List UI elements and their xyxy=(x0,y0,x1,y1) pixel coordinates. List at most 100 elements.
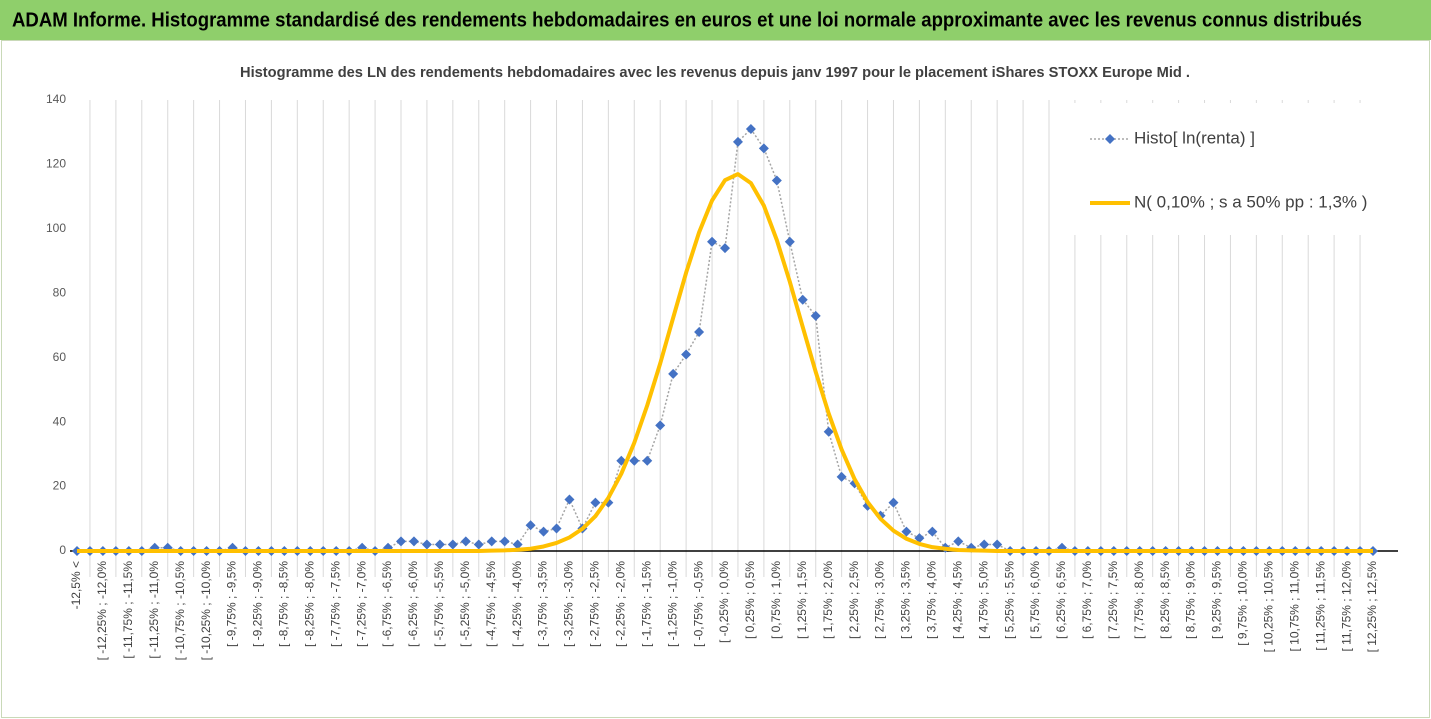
x-tick-label: [ -5,25% ; -5,0% xyxy=(458,561,472,647)
chart-title: ADAM Informe. Histogramme standardisé de… xyxy=(12,9,1362,31)
x-tick-label: [ -8,75% ; -8,5% xyxy=(277,561,291,647)
data-point xyxy=(460,536,471,547)
data-point xyxy=(473,539,484,550)
data-point xyxy=(732,136,743,147)
data-point xyxy=(797,294,808,305)
x-tick-label: [ -9,25% ; -9,0% xyxy=(251,561,265,647)
x-tick-label: [ -6,75% ; -6,5% xyxy=(380,561,394,647)
data-point xyxy=(979,539,990,550)
data-point xyxy=(434,539,445,550)
y-tick-label: 60 xyxy=(53,350,67,364)
x-tick-label: [ 6,25% ; 6,5% xyxy=(1054,561,1068,639)
x-tick-label: [ 6,75% ; 7,0% xyxy=(1080,561,1094,639)
x-tick-label: [ 3,25% ; 3,5% xyxy=(899,561,913,639)
data-point xyxy=(564,494,575,505)
data-point xyxy=(447,539,458,550)
data-point xyxy=(720,243,730,254)
data-point xyxy=(421,539,432,550)
x-tick-label: [ 8,75% ; 9,0% xyxy=(1184,561,1198,639)
data-point xyxy=(668,368,679,379)
data-point xyxy=(486,536,497,547)
chart-subtitle: Histogramme des LN des rendements hebdom… xyxy=(240,64,1190,81)
data-point xyxy=(927,526,938,537)
y-tick-label: 120 xyxy=(46,157,66,171)
title-bar xyxy=(0,0,1431,40)
data-point xyxy=(551,523,562,534)
data-point xyxy=(771,175,782,186)
data-point xyxy=(396,536,406,547)
x-tick-label: [ 8,25% ; 8,5% xyxy=(1158,561,1172,639)
y-tick-label: 0 xyxy=(59,543,66,557)
x-tick-label: [ -4,75% ; -4,5% xyxy=(484,561,498,647)
x-tick-label: [ 9,75% ; 10,0% xyxy=(1236,561,1250,646)
x-tick-label: [ -1,75% ; -1,5% xyxy=(639,561,653,647)
x-tick-label: [ 1,25% ; 1,5% xyxy=(795,561,809,639)
y-tick-label: 100 xyxy=(46,221,66,235)
x-tick-label: [ -7,75% ; -7,5% xyxy=(328,561,342,647)
x-tick-label: [ -4,25% ; -4,0% xyxy=(510,561,524,647)
x-tick-label: [ -5,75% ; -5,5% xyxy=(432,561,446,647)
data-point xyxy=(629,455,640,466)
x-tick-label: [ -2,75% ; -2,5% xyxy=(588,561,602,647)
data-point xyxy=(525,520,536,531)
legend-label: Histo[ ln(renta) ] xyxy=(1134,128,1255,147)
x-tick-label: [ -0,25% ; 0,0% xyxy=(717,561,731,643)
x-tick-label: [ -2,25% ; -2,0% xyxy=(613,561,627,647)
x-tick-label: [ -12,25% ; -12,0% xyxy=(95,561,109,661)
y-tick-label: 140 xyxy=(46,92,66,106)
x-tick-label: [ -8,25% ; -8,0% xyxy=(302,561,316,647)
x-tick-label: [ 4,25% ; 4,5% xyxy=(950,561,964,639)
data-point xyxy=(408,536,419,547)
data-point xyxy=(499,536,510,547)
x-tick-label: [ -6,25% ; -6,0% xyxy=(406,561,420,647)
x-tick-label: [ 5,75% ; 6,0% xyxy=(1028,561,1042,639)
x-tick-label: [ 7,25% ; 7,5% xyxy=(1106,561,1120,639)
x-tick-label: [ -10,75% ; -10,5% xyxy=(173,561,187,661)
data-point xyxy=(810,310,821,321)
x-tick-label: [ 3,75% ; 4,0% xyxy=(925,561,939,639)
legend-marker xyxy=(1105,134,1115,144)
x-tick-label: [ -3,25% ; -3,0% xyxy=(562,561,576,647)
x-tick-label: [ 11,25% ; 11,5% xyxy=(1313,561,1327,651)
data-point xyxy=(758,143,769,154)
x-tick-label: [ 4,75% ; 5,0% xyxy=(976,561,990,639)
data-point xyxy=(655,420,666,431)
y-tick-label: 20 xyxy=(53,479,67,493)
data-point xyxy=(914,533,925,544)
x-tick-label: [ -7,25% ; -7,0% xyxy=(354,561,368,647)
y-tick-label: 80 xyxy=(53,285,67,299)
x-tick-label: [ 7,75% ; 8,0% xyxy=(1132,561,1146,639)
x-tick-label: [ 10,75% ; 11,0% xyxy=(1287,561,1301,652)
x-tick-label: [ 0,25% ; 0,5% xyxy=(743,561,757,639)
legend-label: N( 0,10% ; s a 50% pp : 1,3% ) xyxy=(1134,192,1367,211)
data-point xyxy=(745,123,756,134)
x-tick-label: [ -10,25% ; -10,0% xyxy=(199,561,213,661)
x-tick-label: [ 2,75% ; 3,0% xyxy=(873,561,887,639)
data-point xyxy=(992,539,1003,550)
data-point xyxy=(642,455,653,466)
x-tick-label: [ 11,75% ; 12,0% xyxy=(1339,561,1353,652)
y-tick-label: 40 xyxy=(53,414,67,428)
x-tick-label: [ -0,75% ; -0,5% xyxy=(691,561,705,647)
data-point xyxy=(681,349,692,360)
data-point xyxy=(953,536,964,547)
data-point xyxy=(694,326,705,337)
data-point xyxy=(823,426,834,437)
legend-box xyxy=(1060,103,1400,235)
x-tick-label: [ 5,25% ; 5,5% xyxy=(1002,561,1016,639)
x-tick-label: [ -11,75% ; -11,5% xyxy=(121,561,135,659)
x-tick-label: -12,5% < xyxy=(69,561,83,609)
x-tick-label: [ -11,25% ; -11,0% xyxy=(147,561,161,659)
x-tick-label: [ -1,25% ; -1,0% xyxy=(665,561,679,647)
x-tick-label: [ -9,75% ; -9,5% xyxy=(225,561,239,647)
x-tick-label: [ 9,25% ; 9,5% xyxy=(1210,561,1224,639)
data-point xyxy=(836,471,847,482)
data-point xyxy=(901,526,912,537)
data-point xyxy=(512,539,523,550)
data-point xyxy=(590,497,601,508)
data-point xyxy=(538,526,549,537)
x-tick-label: [ -3,75% ; -3,5% xyxy=(536,561,550,647)
series-line xyxy=(77,172,1373,553)
